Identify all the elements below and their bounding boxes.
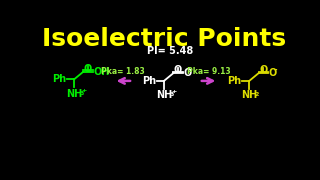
Text: Isoelectric Points: Isoelectric Points [42,27,286,51]
Text: -: - [188,66,192,75]
Text: O: O [259,66,267,75]
Text: O: O [183,68,192,78]
Text: Pka= 1.83: Pka= 1.83 [101,67,145,76]
Text: -: - [273,66,277,75]
Text: Ph: Ph [52,74,66,84]
Text: NH: NH [66,89,82,99]
Text: Ph: Ph [228,76,242,86]
Text: Ph: Ph [142,76,156,86]
Text: Pka= 9.13: Pka= 9.13 [187,67,231,76]
Text: OH: OH [93,67,110,77]
Text: 2: 2 [255,93,259,97]
Text: O: O [174,66,182,75]
Text: O: O [84,64,92,74]
Text: NH: NH [241,90,257,100]
Text: +: + [171,89,176,94]
Text: +: + [81,88,86,93]
Text: 3: 3 [169,93,174,97]
Text: PI= 5.48: PI= 5.48 [147,46,193,56]
Text: NH: NH [156,90,172,100]
Text: 3: 3 [80,91,84,96]
Text: O: O [268,68,277,78]
